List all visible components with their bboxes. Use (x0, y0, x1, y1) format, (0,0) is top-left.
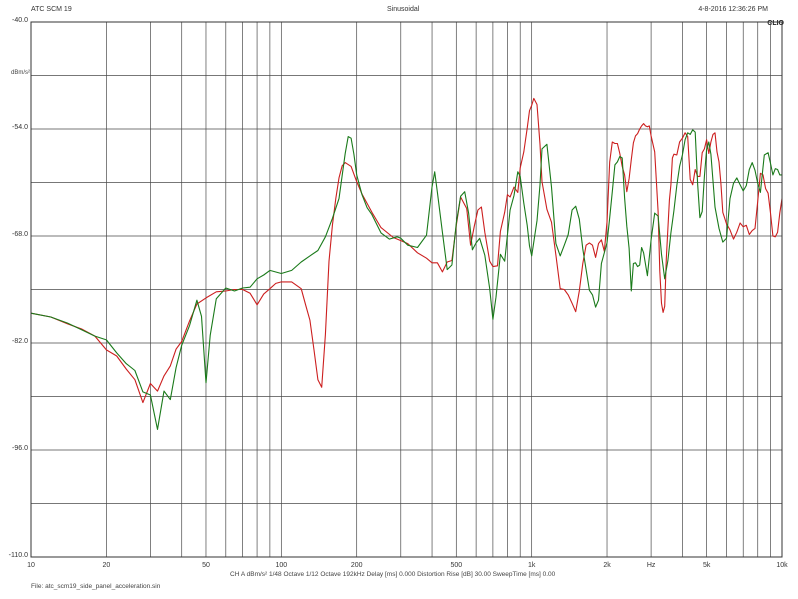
x-tick-label: 5k (702, 562, 711, 569)
y-tick-label: -110.0 (8, 552, 28, 559)
chart-timestamp: 4-8-2016 12:36:26 PM (698, 6, 768, 13)
x-tick-label: 1k (527, 562, 536, 569)
x-tick-label: Hz (646, 562, 656, 569)
measurement-settings: CH A dBm/s² 1/48 Octave 1/12 Octave 192k… (230, 571, 556, 578)
series-line-1 (30, 97, 783, 404)
chart-title-center: Sinusoidal (387, 6, 420, 13)
y-axis-unit-label: dBm/s² (11, 70, 31, 76)
chart-series (30, 97, 783, 430)
file-name-label: File: atc_scm19_side_panel_acceleration.… (31, 583, 161, 590)
chart-title-left: ATC SCM 19 (31, 6, 72, 13)
x-tick-label: 200 (350, 562, 363, 569)
x-tick-label: 20 (102, 562, 111, 569)
y-tick-label: -82.0 (12, 338, 28, 345)
x-tick-label: 2k (603, 562, 611, 569)
plot-frame (30, 21, 783, 558)
y-tick-label: -68.0 (12, 231, 28, 238)
brand-logo: CLIO (767, 20, 784, 27)
x-tick-label: 10k (776, 562, 788, 569)
x-tick-label: 50 (202, 562, 210, 569)
series-line-2 (30, 129, 782, 430)
x-tick-label: 10 (27, 562, 35, 569)
chart-grid (31, 22, 782, 557)
y-tick-label: -96.0 (12, 445, 28, 452)
y-tick-label: -54.0 (12, 124, 28, 131)
x-tick-label: 100 (275, 562, 288, 569)
y-tick-label: -40.0 (12, 17, 28, 24)
x-tick-label: 500 (450, 562, 463, 569)
